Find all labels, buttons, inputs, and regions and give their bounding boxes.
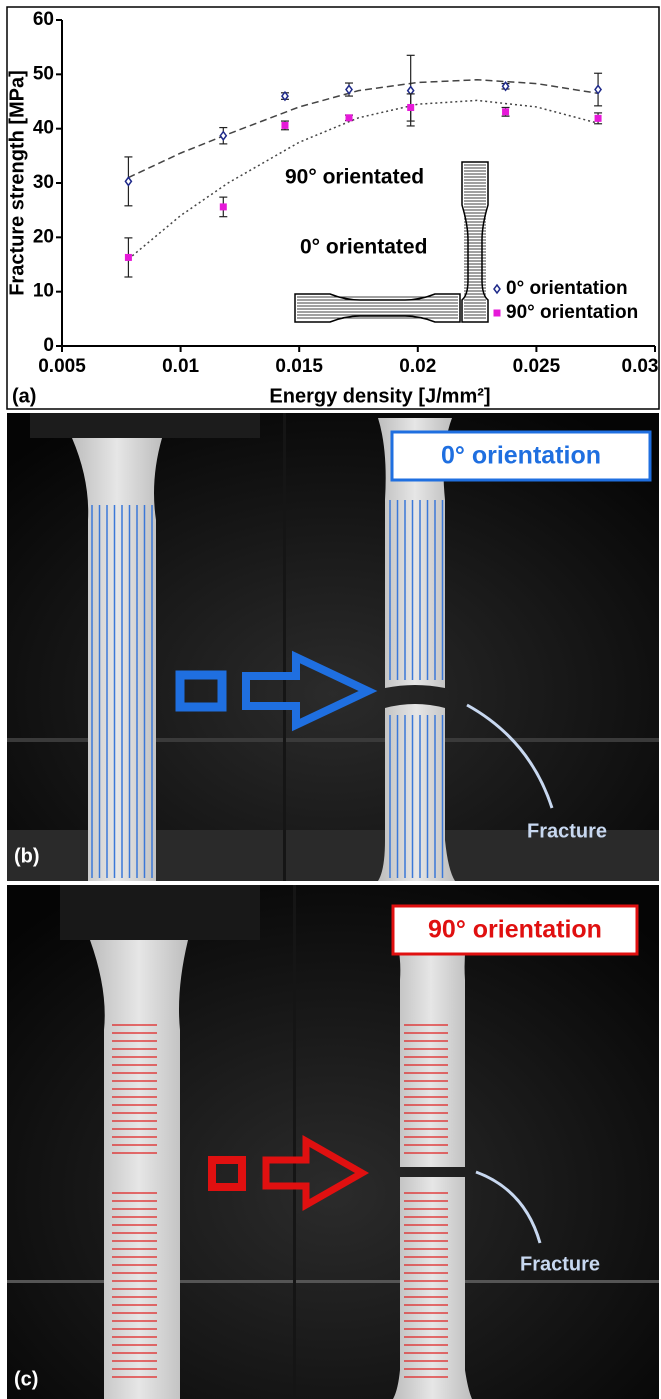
x-tick-label: 0.005 (38, 356, 86, 377)
point (220, 203, 227, 210)
legend-marker (494, 310, 501, 317)
point (125, 254, 132, 261)
specimen (392, 925, 470, 1167)
y-tick-label: 10 (33, 281, 54, 302)
annotation: 90° orientated (285, 166, 424, 189)
y-tick-label: 30 (33, 172, 54, 193)
x-tick-label: 0.01 (162, 356, 199, 377)
panel-label: (c) (14, 1368, 38, 1390)
figure: (a) Energy density [J/mm²] Fracture stre… (0, 0, 661, 1399)
specimen (393, 1177, 472, 1399)
annotation: 0° orientated (300, 236, 427, 259)
grip (30, 413, 260, 438)
panel-title: 0° orientation (441, 442, 601, 470)
annotation: Fracture (520, 1253, 600, 1275)
point (346, 114, 353, 121)
point (281, 122, 288, 129)
x-tick-label: 0.02 (399, 356, 436, 377)
x-axis-title: Energy density [J/mm²] (269, 385, 490, 407)
y-tick-label: 0 (43, 335, 54, 356)
panel-title: 90° orientation (428, 916, 602, 944)
point (407, 104, 414, 111)
y-tick-label: 60 (33, 9, 54, 30)
x-tick-label: 0.025 (513, 356, 561, 377)
x-tick-label: 0.015 (275, 356, 323, 377)
divider (293, 885, 296, 1399)
point (595, 115, 602, 122)
divider (283, 413, 286, 881)
grip (60, 885, 260, 940)
panel-label: (a) (12, 385, 36, 407)
panel-frame (7, 7, 659, 409)
x-tick-label: 0.03 (622, 356, 659, 377)
legend-label: 0° orientation (506, 278, 628, 299)
specimen (90, 940, 188, 1399)
point (502, 108, 509, 115)
y-tick-label: 50 (33, 63, 54, 84)
panel-label: (b) (14, 845, 40, 867)
legend-label: 90° orientation (506, 302, 638, 323)
y-tick-label: 40 (33, 118, 54, 139)
y-axis-title: Fracture strength [MPa] (6, 70, 28, 296)
y-tick-label: 20 (33, 226, 54, 247)
annotation: Fracture (527, 820, 607, 842)
